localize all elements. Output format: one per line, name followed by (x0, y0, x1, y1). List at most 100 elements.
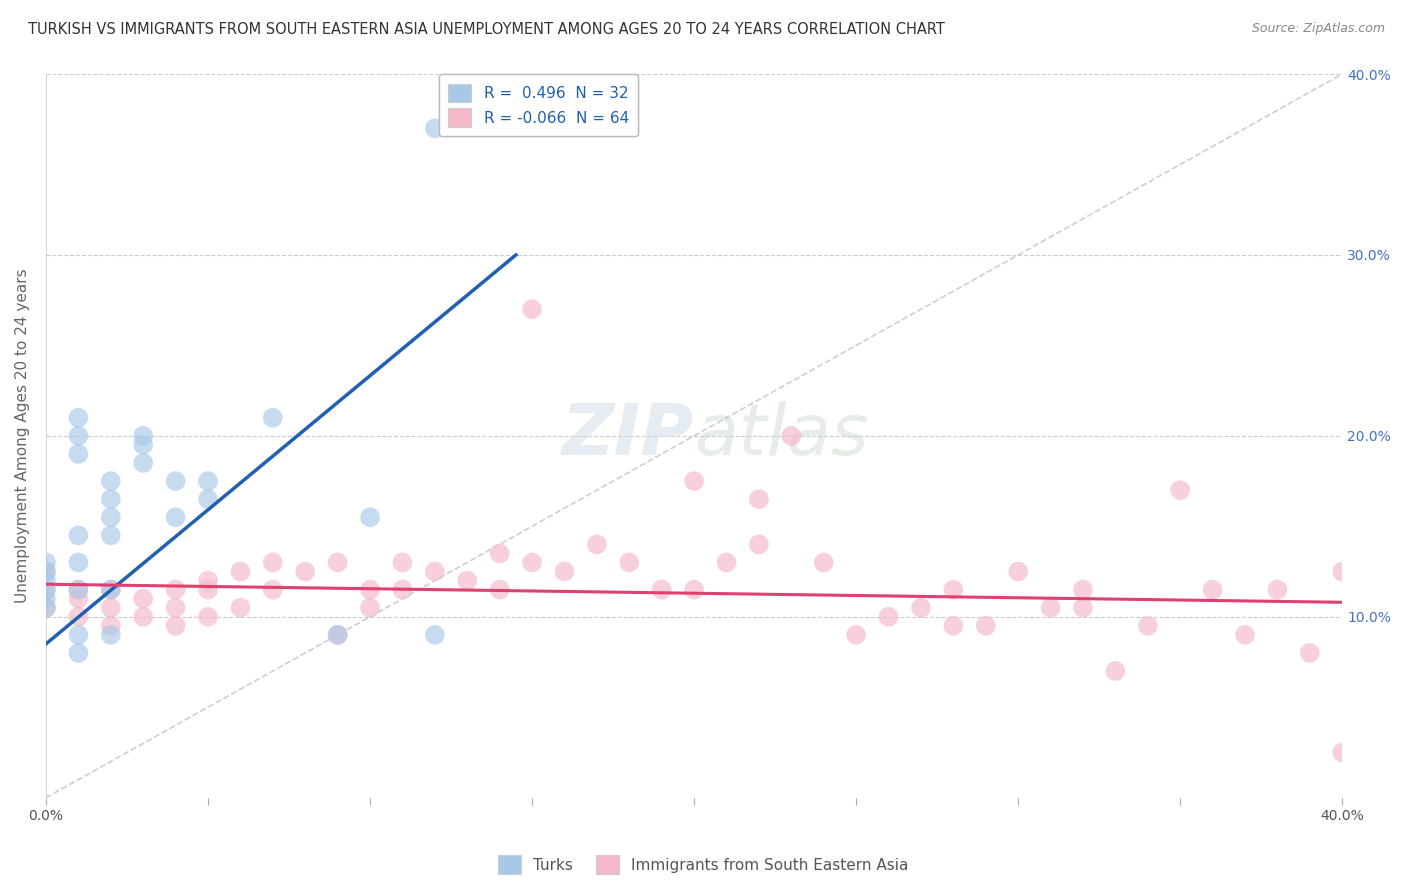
Point (1331, 746, 1354, 760)
Point (35, 565, 58, 579)
Point (100, 582, 122, 597)
Point (262, 556, 284, 570)
Point (197, 582, 219, 597)
Point (813, 556, 835, 570)
Point (132, 591, 155, 606)
Text: atlas: atlas (695, 401, 869, 470)
Point (35, 600, 58, 615)
Point (67, 582, 90, 597)
Point (67, 556, 90, 570)
Point (683, 582, 706, 597)
Point (942, 582, 965, 597)
Point (67, 410, 90, 425)
Point (132, 438, 155, 452)
Point (132, 609, 155, 624)
Point (910, 600, 932, 615)
Point (67, 628, 90, 642)
Point (1071, 600, 1094, 615)
Text: Source: ZipAtlas.com: Source: ZipAtlas.com (1251, 22, 1385, 36)
Point (67, 609, 90, 624)
Point (488, 546, 510, 560)
Point (845, 628, 868, 642)
Point (780, 429, 803, 443)
Point (67, 582, 90, 597)
Point (1267, 582, 1289, 597)
Point (197, 474, 219, 488)
Point (67, 591, 90, 606)
Point (1104, 664, 1126, 678)
Point (165, 619, 187, 633)
Point (619, 556, 641, 570)
Point (67, 447, 90, 461)
Point (35, 582, 58, 597)
Point (423, 628, 446, 642)
Point (35, 591, 58, 606)
Point (423, 565, 446, 579)
Point (35, 582, 58, 597)
Point (942, 619, 965, 633)
Y-axis label: Unemployment Among Ages 20 to 24 years: Unemployment Among Ages 20 to 24 years (15, 268, 30, 603)
Point (67, 528, 90, 542)
Point (229, 600, 252, 615)
Point (100, 619, 122, 633)
Point (100, 628, 122, 642)
Point (67, 646, 90, 660)
Point (100, 510, 122, 524)
Point (100, 474, 122, 488)
Point (326, 628, 349, 642)
Point (877, 609, 900, 624)
Point (1039, 600, 1062, 615)
Point (100, 492, 122, 507)
Point (229, 565, 252, 579)
Point (974, 619, 997, 633)
Point (197, 574, 219, 588)
Point (1201, 582, 1223, 597)
Legend: Turks, Immigrants from South Eastern Asia: Turks, Immigrants from South Eastern Asi… (492, 849, 914, 880)
Point (1071, 582, 1094, 597)
Point (488, 582, 510, 597)
Point (326, 628, 349, 642)
Point (456, 574, 478, 588)
Point (165, 474, 187, 488)
Point (262, 582, 284, 597)
Point (683, 474, 706, 488)
Point (35, 600, 58, 615)
Point (520, 302, 543, 317)
Point (651, 582, 673, 597)
Point (1136, 619, 1159, 633)
Point (1007, 565, 1029, 579)
Point (165, 600, 187, 615)
Point (1331, 565, 1354, 579)
Point (132, 456, 155, 470)
Point (553, 565, 575, 579)
Point (1234, 628, 1257, 642)
Point (391, 582, 413, 597)
Point (359, 600, 381, 615)
Legend: R =  0.496  N = 32, R = -0.066  N = 64: R = 0.496 N = 32, R = -0.066 N = 64 (439, 74, 638, 136)
Point (359, 510, 381, 524)
Point (294, 565, 316, 579)
Point (197, 609, 219, 624)
Point (423, 121, 446, 136)
Point (100, 600, 122, 615)
Point (197, 492, 219, 507)
Point (262, 410, 284, 425)
Point (748, 492, 770, 507)
Point (359, 582, 381, 597)
Point (520, 556, 543, 570)
Point (165, 510, 187, 524)
Point (67, 429, 90, 443)
Point (391, 556, 413, 570)
Text: TURKISH VS IMMIGRANTS FROM SOUTH EASTERN ASIA UNEMPLOYMENT AMONG AGES 20 TO 24 Y: TURKISH VS IMMIGRANTS FROM SOUTH EASTERN… (28, 22, 945, 37)
Point (100, 582, 122, 597)
Point (326, 556, 349, 570)
Point (165, 582, 187, 597)
Point (586, 537, 609, 551)
Point (35, 556, 58, 570)
Point (1168, 483, 1191, 497)
Point (1299, 646, 1322, 660)
Point (35, 574, 58, 588)
Point (748, 537, 770, 551)
Point (132, 429, 155, 443)
Text: ZIP: ZIP (562, 401, 695, 470)
